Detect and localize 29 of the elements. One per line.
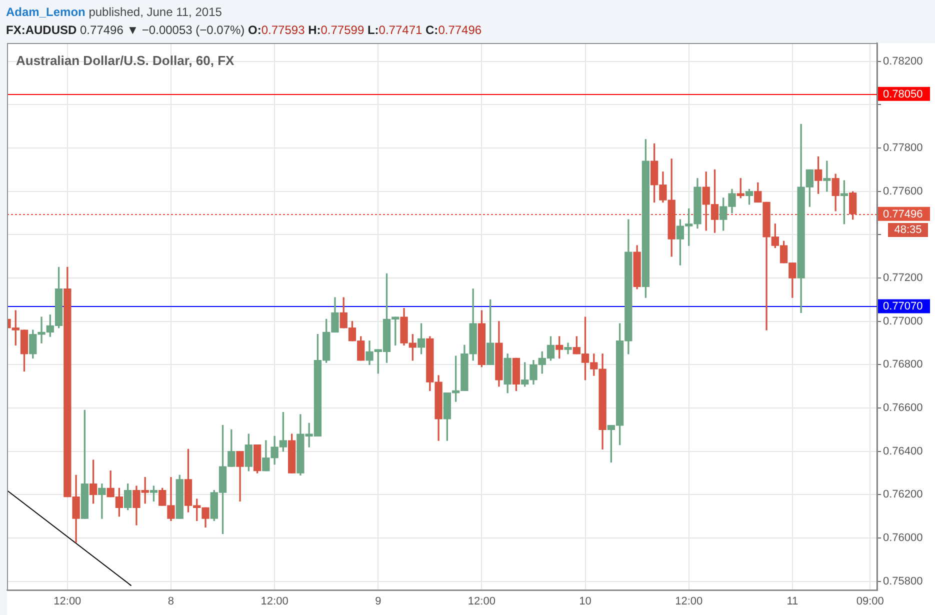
x-tick-label: 8 [168, 596, 174, 608]
x-tick-label: 12:00 [260, 596, 288, 608]
y-tick-label: 0.75800 [883, 575, 923, 588]
candlestick [98, 484, 106, 519]
candlestick [823, 160, 831, 192]
ref-line-label: 0.78050 [883, 88, 923, 100]
text: Adam_Lemon published, June 11, 2015 [6, 5, 222, 19]
y-tick-label: 0.76400 [883, 445, 923, 458]
x-tick-label: 12:00 [675, 596, 703, 608]
y-tick-label: 0.76000 [883, 532, 923, 544]
text: 48:35 [888, 222, 928, 237]
ref-line-label: 0.77070 [883, 300, 923, 313]
y-tick-label: 0.76600 [883, 402, 923, 414]
x-tick-label: 12:00 [54, 596, 82, 608]
y-tick-label: 0.77600 [883, 185, 923, 198]
ref-line-label: 0.77496 [883, 208, 923, 220]
x-tick-label: 09:00 [856, 596, 884, 608]
y-tick-label: 0.78200 [883, 55, 923, 68]
y-tick-label: 0.77200 [883, 272, 923, 284]
x-tick-label: 11 [786, 596, 798, 608]
text: FX:AUDUSD 0.77496 ▼ −0.00053 (−0.07%) O:0.77593 H:0.77599 L:0.77471 C:0.77496 [6, 23, 482, 37]
x-tick-label: 9 [375, 596, 382, 608]
y-tick-label: 0.77800 [883, 142, 923, 154]
x-tick-label: 10 [579, 596, 592, 608]
y-tick-label: 0.76200 [883, 488, 923, 501]
x-tick-label: 12:00 [468, 596, 496, 608]
text: Australian Dollar/U.S. Dollar, 60, FX [16, 53, 234, 68]
y-tick-label: 0.77000 [883, 315, 923, 328]
y-tick-label: 0.76800 [883, 358, 923, 371]
